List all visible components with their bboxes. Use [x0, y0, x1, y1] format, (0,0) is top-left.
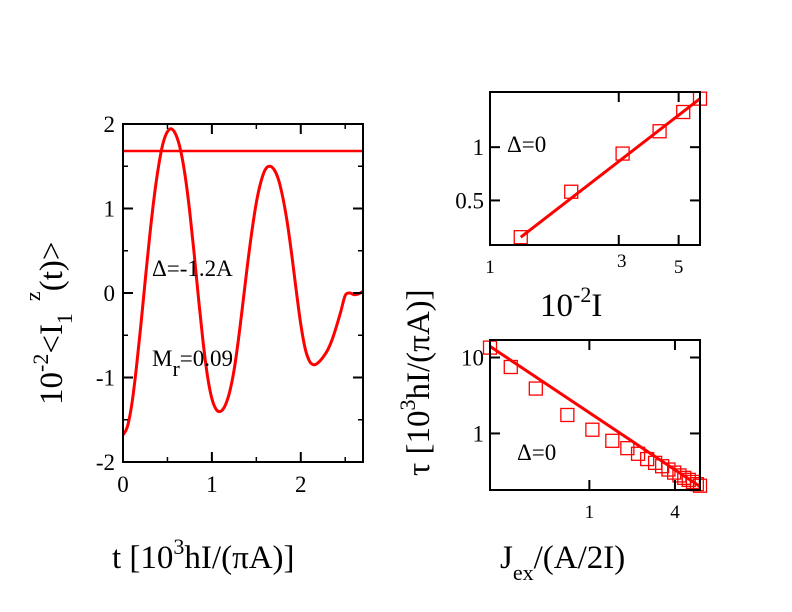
- mr-main: M: [152, 346, 172, 371]
- top-right-xlabel: 10-2I: [540, 282, 602, 324]
- top-right-point: [676, 104, 691, 120]
- shared-ylabel-post: hI/(πA)]: [401, 289, 437, 399]
- top-right-point: [564, 184, 579, 199]
- main-ylabel-pre: 10: [34, 372, 70, 405]
- br-xlabel-sub: ex: [513, 560, 534, 585]
- main-annotation-delta: Δ=-1.2A: [152, 256, 233, 281]
- top-right-xtick-label: 5: [674, 257, 684, 278]
- top-right-plot-frame: [489, 91, 701, 246]
- bottom-right-point: [620, 441, 635, 456]
- tr-xlabel-pre: 10: [540, 288, 573, 324]
- right-shared-ylabel: τ [103hI/(πA)]: [395, 289, 437, 476]
- main-ylabel-post: (t)>: [34, 242, 70, 292]
- main-ylabel-mid: <I: [34, 324, 70, 354]
- main-xlabel-post: hI/(πA)]: [184, 540, 294, 576]
- main-xtick-label: 2: [295, 472, 307, 497]
- br-xlabel-pre: J: [500, 540, 513, 576]
- bottom-right-point: [605, 433, 620, 448]
- bottom-right-point: [630, 446, 646, 461]
- top-right-point: [615, 146, 630, 161]
- main-ytick-label: -2: [96, 450, 115, 475]
- shared-ylabel-pre: τ [10: [401, 410, 437, 476]
- tr-xlabel-sup: -2: [573, 282, 591, 307]
- bottom-right-point: [640, 451, 655, 467]
- main-series-line: [123, 127, 363, 436]
- bottom-right-plot-frame: [489, 339, 701, 491]
- top-right-point: [513, 230, 528, 245]
- main-xlabel: t [103hI/(πA)]: [112, 534, 295, 576]
- main-ylabel-sup1: -2: [28, 354, 53, 372]
- main-ytick-label: 0: [104, 281, 116, 306]
- bottom-right-panel: 10 1 1 4 Δ=0 Jex/(A/2I): [461, 339, 708, 585]
- main-ticks: 210-1-20 1 2: [96, 112, 363, 497]
- shared-ylabel-sup: 3: [395, 399, 420, 410]
- main-annotation-mr: Mr=0.09: [152, 346, 233, 381]
- main-xtick-label: 0: [117, 472, 129, 497]
- bottom-right-xtick-label: 1: [585, 502, 595, 523]
- top-right-xtick-label: 3: [617, 251, 627, 272]
- top-right-ytick-label: 1: [473, 135, 485, 160]
- bottom-right-point: [667, 465, 682, 480]
- bottom-right-ytick-label: 1: [473, 421, 485, 446]
- main-ylabel-sub: 1: [52, 313, 77, 324]
- main-xlabel-sup: 3: [173, 534, 184, 559]
- top-right-point: [652, 124, 667, 139]
- main-xtick-label: 1: [206, 472, 218, 497]
- bottom-right-xtick-label: 4: [670, 502, 680, 523]
- bottom-right-point: [585, 422, 600, 437]
- main-ytick-label: -1: [96, 366, 115, 391]
- main-ytick-label: 1: [104, 197, 116, 222]
- main-panel: 210-1-20 1 2 Δ=-1.2A Mr=0.09 t [103hI/(πA)…: [20, 112, 364, 576]
- main-xlabel-pre: t [10: [112, 540, 173, 576]
- mr-sub: r: [172, 356, 180, 381]
- tr-xlabel-post: I: [591, 288, 602, 324]
- bottom-right-point: [560, 407, 575, 423]
- bottom-right-ytick-label: 10: [461, 346, 484, 371]
- bottom-right-annotation: Δ=0: [517, 440, 556, 465]
- main-ytick-label: 2: [104, 112, 116, 137]
- main-ylabel: 10-2<I1 z(t)>: [20, 242, 77, 405]
- top-right-panel: 1 0.5 1 3 5 Δ=0 10-2I: [455, 91, 708, 324]
- bottom-right-xlabel: Jex/(A/2I): [500, 540, 625, 585]
- bottom-right-point: [503, 359, 518, 375]
- top-right-xtick-label: 1: [485, 257, 495, 278]
- top-right-ytick-label: 0.5: [455, 188, 484, 213]
- top-right-annotation: Δ=0: [507, 132, 546, 157]
- top-right-fit-line: [519, 97, 701, 239]
- mr-rest: =0.09: [180, 346, 233, 371]
- main-ylabel-sup2: z: [20, 291, 45, 301]
- bottom-right-point: [528, 381, 543, 396]
- br-xlabel-post: /(A/2I): [534, 540, 626, 576]
